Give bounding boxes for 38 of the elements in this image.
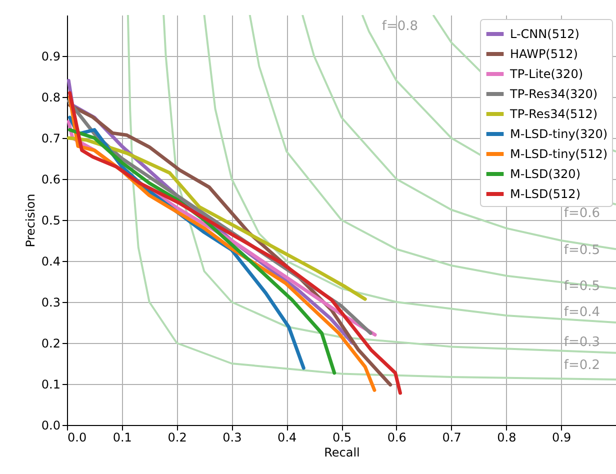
y-tick-label: 0.5 bbox=[41, 214, 60, 228]
x-tick-label: 0.2 bbox=[168, 430, 187, 444]
y-tick-label: 0.4 bbox=[41, 254, 60, 268]
y-tick-label: 0.7 bbox=[41, 132, 60, 146]
annotation: f=0.4 bbox=[564, 305, 600, 320]
annotation: f=0.5 bbox=[564, 243, 600, 258]
y-tick-label: 0.6 bbox=[41, 172, 60, 186]
x-tick-label: 0.7 bbox=[442, 430, 462, 444]
y-tick-label: 0.3 bbox=[41, 296, 60, 310]
x-tick-label: 0.0 bbox=[68, 430, 87, 444]
y-tick-label: 0.0 bbox=[41, 418, 60, 432]
x-tick-label: 0.4 bbox=[278, 430, 297, 444]
y-tick-label: 0.2 bbox=[41, 336, 60, 350]
x-tick-label: 0.9 bbox=[552, 430, 572, 444]
legend-label: TP-Res34(320) bbox=[509, 87, 598, 101]
y-tick-label: 0.9 bbox=[41, 50, 60, 64]
line-series bbox=[67, 136, 367, 301]
legend-label: TP-Res34(512) bbox=[509, 107, 598, 121]
x-tick-label: 0.6 bbox=[387, 430, 406, 444]
x-tick-label: 0.3 bbox=[222, 430, 242, 444]
line-series bbox=[248, 15, 616, 290]
x-tick-label: 0.5 bbox=[332, 430, 352, 444]
legend-label: TP-Lite(320) bbox=[509, 67, 584, 81]
x-axis-title: Recall bbox=[324, 446, 360, 460]
legend-label: M-LSD-tiny(320) bbox=[510, 127, 608, 141]
legend-label: L-CNN(512) bbox=[510, 27, 580, 41]
x-tick-label: 0.8 bbox=[497, 430, 516, 444]
y-tick-label: 0.1 bbox=[41, 378, 60, 392]
y-tick-label: 0.8 bbox=[41, 90, 60, 104]
annotation: f=0.6 bbox=[564, 206, 600, 221]
annotation: f=0.2 bbox=[564, 358, 600, 373]
x-tick-label: 0.1 bbox=[112, 430, 132, 444]
legend-label: M-LSD(320) bbox=[510, 167, 580, 181]
legend-label: M-LSD-tiny(512) bbox=[510, 147, 608, 161]
line-series bbox=[203, 15, 616, 324]
y-axis-title: Precision bbox=[23, 194, 38, 248]
legend-label: M-LSD(512) bbox=[510, 187, 580, 201]
legend-label: HAWP(512) bbox=[510, 47, 578, 61]
